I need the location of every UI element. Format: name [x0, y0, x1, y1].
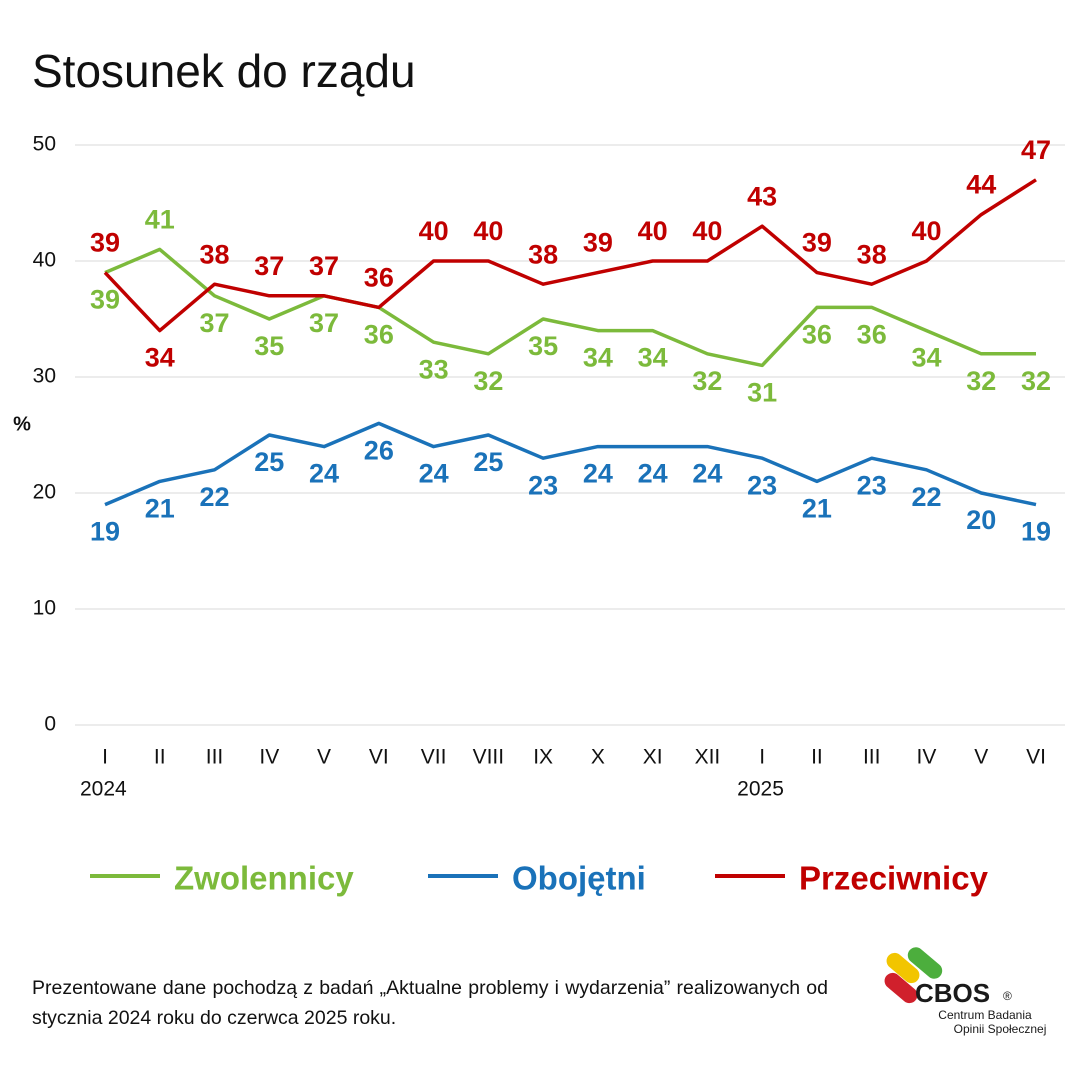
x-tick-label: XI	[643, 746, 663, 769]
legend-label: Zwolennicy	[174, 860, 354, 897]
data-label: 36	[802, 320, 832, 350]
data-label: 31	[747, 378, 777, 408]
x-tick-label: VIII	[473, 746, 505, 769]
data-label: 37	[200, 308, 230, 338]
x-tick-label: II	[811, 746, 823, 769]
y-tick-label: 20	[33, 481, 56, 504]
data-label: 44	[966, 170, 996, 200]
data-label: 32	[966, 366, 996, 396]
data-label: 36	[857, 320, 887, 350]
x-tick-label: III	[863, 746, 881, 769]
data-label: 19	[1021, 517, 1051, 547]
y-axis-label: %	[13, 413, 31, 435]
x-tick-label: I	[102, 746, 108, 769]
data-label: 32	[473, 366, 503, 396]
x-tick-label: VII	[421, 746, 447, 769]
x-tick-label: V	[317, 746, 331, 769]
data-label: 34	[911, 343, 941, 373]
data-label: 38	[200, 239, 230, 269]
data-label: 34	[638, 343, 668, 373]
y-tick-label: 10	[33, 597, 56, 620]
data-label: 35	[254, 331, 284, 361]
y-tick-label: 0	[44, 713, 56, 736]
data-label: 24	[583, 459, 613, 489]
x-tick-label: IV	[259, 746, 279, 769]
data-label: 21	[802, 494, 832, 524]
y-tick-label: 50	[33, 133, 56, 156]
data-label: 41	[145, 205, 175, 235]
data-label: 26	[364, 436, 394, 466]
x-tick-label: III	[206, 746, 224, 769]
x-tick-label: X	[591, 746, 605, 769]
x-tick-label: I	[759, 746, 765, 769]
x-group-label: 2024	[80, 778, 127, 801]
data-label: 39	[802, 228, 832, 258]
data-label: 34	[583, 343, 613, 373]
legend-label: Przeciwnicy	[799, 860, 989, 897]
y-tick-label: 40	[33, 249, 56, 272]
series-line	[103, 178, 1037, 333]
data-label: 24	[419, 459, 449, 489]
data-label: 21	[145, 494, 175, 524]
x-tick-label: XII	[695, 746, 721, 769]
data-label: 39	[583, 228, 613, 258]
data-label: 23	[528, 470, 558, 500]
data-label: 22	[911, 482, 941, 512]
x-tick-label: V	[974, 746, 988, 769]
chart-title: Stosunek do rządu	[32, 45, 416, 97]
data-label: 40	[911, 216, 941, 246]
y-tick-label: 30	[33, 365, 56, 388]
data-label: 37	[309, 251, 339, 281]
data-label: 38	[857, 239, 887, 269]
x-tick-label: IX	[533, 746, 553, 769]
data-label: 32	[692, 366, 722, 396]
legend-label: Obojętni	[512, 860, 646, 897]
x-tick-label: IV	[917, 746, 937, 769]
data-label: 40	[638, 216, 668, 246]
data-label: 20	[966, 505, 996, 535]
data-label: 36	[364, 263, 394, 293]
logo-mark: ®	[1003, 989, 1012, 1003]
data-label: 38	[528, 239, 558, 269]
data-label: 19	[90, 517, 120, 547]
data-label: 23	[747, 470, 777, 500]
logo-name: CBOS	[915, 978, 990, 1008]
data-label: 40	[419, 216, 449, 246]
data-label: 22	[200, 482, 230, 512]
logo-text: Opinii Społecznej	[954, 1022, 1047, 1036]
data-label: 39	[90, 228, 120, 258]
data-label: 25	[254, 447, 284, 477]
data-label: 35	[528, 331, 558, 361]
x-group-label: 2025	[737, 778, 784, 801]
series-line	[104, 247, 1036, 368]
data-label: 25	[473, 447, 503, 477]
data-label: 40	[692, 216, 722, 246]
data-label: 33	[419, 354, 449, 384]
data-label: 39	[90, 285, 120, 315]
data-label: 23	[857, 470, 887, 500]
x-tick-label: II	[154, 746, 166, 769]
data-label: 34	[145, 343, 175, 373]
data-label: 24	[638, 459, 668, 489]
data-label: 37	[254, 251, 284, 281]
data-label: 40	[473, 216, 503, 246]
data-label: 37	[309, 308, 339, 338]
footnote: Prezentowane dane pochodzą z badań „Aktu…	[32, 977, 828, 1029]
data-label: 47	[1021, 135, 1051, 165]
data-label: 32	[1021, 366, 1051, 396]
series-line	[104, 421, 1037, 507]
x-tick-label: VI	[369, 746, 389, 769]
data-label: 43	[747, 181, 777, 211]
data-label: 24	[692, 459, 722, 489]
data-label: 36	[364, 320, 394, 350]
x-tick-label: VI	[1026, 746, 1046, 769]
logo-text: Centrum Badania	[938, 1008, 1032, 1022]
data-label: 24	[309, 459, 339, 489]
logo-icon	[884, 947, 943, 1004]
